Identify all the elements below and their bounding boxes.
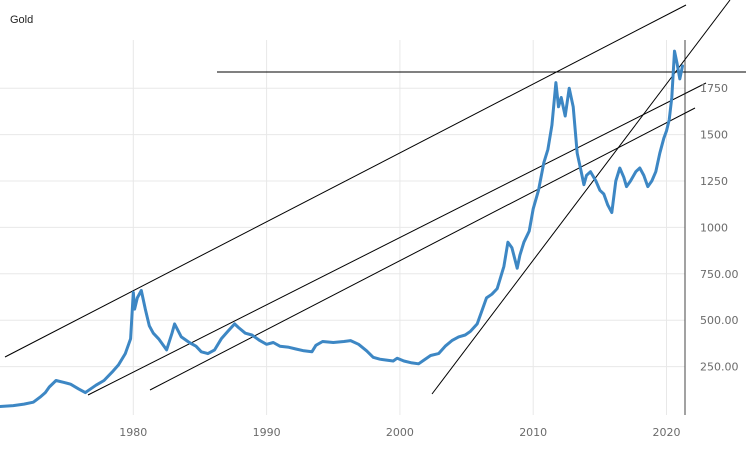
y-tick-label: 250.00 xyxy=(700,361,739,374)
grid-layer xyxy=(0,40,685,415)
x-tick-label: 1990 xyxy=(253,426,281,439)
chart-title: Gold xyxy=(10,14,34,26)
y-tick-label: 500.00 xyxy=(700,314,739,327)
y-tick-label: 1500 xyxy=(700,129,728,142)
y-tick-label: 1000 xyxy=(700,221,728,234)
trendline-layer xyxy=(4,0,746,396)
series-layer xyxy=(0,49,684,408)
x-tick-label: 2020 xyxy=(653,426,681,439)
x-tick-label: 1980 xyxy=(119,426,147,439)
price-series-line xyxy=(0,49,684,408)
trendline xyxy=(431,0,731,395)
tick-label-layer: 250.00 500.00 750.00 1000 1250 1500 1750 1980 19… xyxy=(119,82,738,439)
trendline xyxy=(149,107,696,391)
trendline xyxy=(87,82,707,396)
x-tick-label: 2000 xyxy=(386,426,414,439)
x-tick-label: 2010 xyxy=(519,426,547,439)
y-tick-label: 1250 xyxy=(700,175,728,188)
y-tick-label: 1750 xyxy=(700,82,728,95)
y-tick-label: 750.00 xyxy=(700,268,739,281)
trendline xyxy=(4,4,687,358)
